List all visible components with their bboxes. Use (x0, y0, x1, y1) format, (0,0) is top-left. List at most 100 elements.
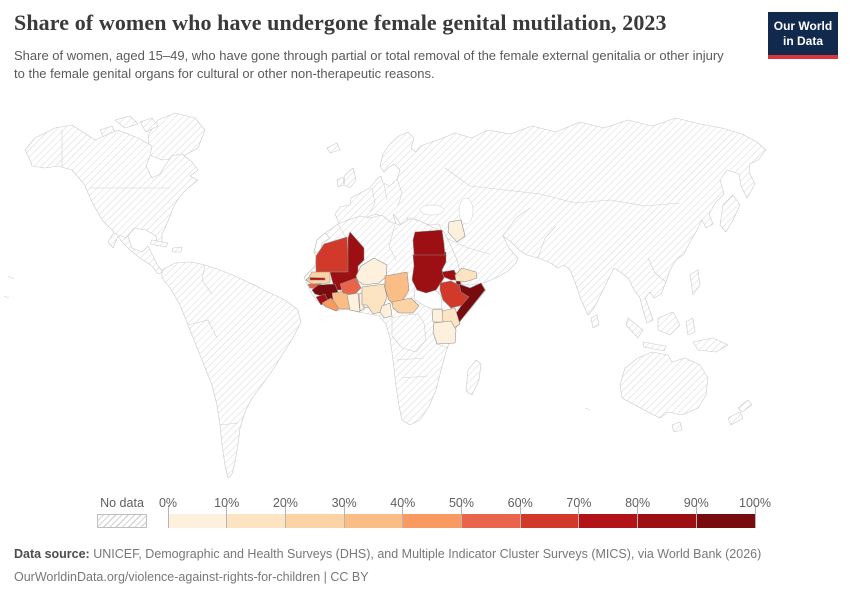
border-europe-1 (369, 187, 376, 213)
landmass-arctic-island-2 (139, 117, 159, 133)
legend-tick-label-60%: 60% (507, 496, 533, 510)
country-yemen[interactable] (454, 267, 478, 283)
link-line[interactable]: OurWorldinData.org/violence-against-righ… (14, 570, 369, 584)
landmass-madagascar (465, 359, 482, 396)
country-ghana[interactable] (346, 292, 361, 313)
legend-color-bar (167, 505, 756, 528)
country-egypt[interactable] (412, 229, 446, 256)
legend-bin-50-60%[interactable] (461, 514, 521, 528)
page-title: Share of women who have undergone female… (14, 10, 667, 35)
landmass-uk (343, 167, 357, 189)
country-uganda[interactable] (431, 308, 444, 323)
landmass-sri-lanka (590, 314, 600, 329)
small-islands-marks (3, 275, 591, 411)
legend-bin-20-30%[interactable] (285, 514, 345, 528)
legend-no-data-label: No data (100, 496, 144, 510)
border-russia-kazakh (444, 167, 541, 195)
border-zimbabwe (401, 375, 429, 379)
legend-bin-80-90%[interactable] (637, 514, 697, 528)
landmass-hispaniola (171, 246, 183, 253)
border-algeria-libya (388, 224, 397, 261)
country-liberia[interactable] (321, 297, 341, 312)
legend-tick-label-80%: 80% (625, 496, 651, 510)
caspian-sea (458, 197, 474, 225)
border-iran (502, 207, 531, 237)
legend-tick-label-0%: 0% (158, 496, 178, 510)
border-south-america-2 (187, 319, 218, 339)
border-indochina (647, 257, 667, 283)
legend-tick-label-70%: 70% (566, 496, 592, 510)
legend-tick (578, 505, 580, 528)
country-burkina-faso[interactable] (339, 277, 362, 296)
border-europe-2 (383, 183, 388, 201)
landmass-arctic-island-1 (114, 115, 139, 129)
landmass-nz-south (727, 411, 744, 426)
landmass-new-guinea (692, 337, 729, 353)
legend-no-data-swatch[interactable] (97, 514, 147, 528)
country-iraq[interactable] (447, 219, 466, 243)
landmass-south-america (161, 261, 302, 479)
legend-tick (461, 505, 462, 528)
legend-tick-label-90%: 90% (683, 496, 709, 510)
landmass-north-america (24, 124, 199, 275)
border-saudi-north (445, 237, 491, 255)
owid-logo[interactable]: Our World in Data (768, 12, 838, 59)
legend-tick (284, 505, 286, 528)
source-text: UNICEF, Demographic and Health Surveys (… (89, 547, 762, 561)
landmass-sumatra (625, 317, 644, 339)
landmass-greenland (147, 112, 206, 161)
legend-bin-30-40%[interactable] (344, 514, 403, 528)
landmass-cuba (149, 239, 169, 248)
legend-tick (402, 505, 404, 528)
source-line: Data source: UNICEF, Demographic and Hea… (14, 543, 761, 566)
border-mozambique-tanzania (436, 343, 449, 349)
country-cameroon[interactable] (379, 302, 393, 319)
landmass-tasmania (671, 421, 683, 433)
chart-footer: Data source: UNICEF, Demographic and Hea… (14, 543, 761, 589)
country-sudan[interactable] (411, 251, 447, 294)
legend-tick (167, 505, 169, 528)
border-us-mexico (113, 228, 135, 239)
legend-tick (226, 505, 228, 528)
country-eritrea[interactable] (441, 269, 460, 281)
legend-tick-label-50%: 50% (448, 496, 475, 510)
landmass-iceland (326, 142, 341, 154)
legend-tick-label-30%: 30% (331, 496, 357, 510)
country-car[interactable] (391, 297, 420, 314)
legend-tick (519, 505, 521, 528)
country-gambia[interactable] (309, 277, 326, 281)
legend-bin-0-10%[interactable] (168, 514, 227, 528)
legend-tick-label-10%: 10% (214, 496, 240, 510)
legend-tick-label-100%: 100% (739, 496, 771, 510)
landmass-ireland (336, 176, 345, 188)
border-pakistan (537, 225, 557, 259)
landmass-borneo (657, 311, 681, 336)
border-mongolia-china (539, 193, 681, 207)
legend-bin-90-100%[interactable] (696, 514, 755, 528)
legend-tick-label-20%: 20% (272, 496, 298, 510)
landmass-japan (719, 194, 741, 233)
legend-bin-10-20%[interactable] (226, 514, 286, 528)
landmass-java (642, 341, 667, 352)
legend-bin-70-80%[interactable] (578, 514, 638, 528)
landmass-nz-north (737, 399, 753, 413)
country-tanzania[interactable] (432, 320, 457, 345)
chart-subtitle: Share of women, aged 15–49, who have gon… (14, 48, 724, 82)
world-map (3, 112, 767, 479)
logo-line2: in Data (782, 34, 823, 48)
country-south-sudan[interactable] (413, 289, 443, 310)
border-south-america-1 (201, 264, 213, 295)
landmass-philippines (689, 269, 701, 296)
legend-tick (695, 505, 697, 528)
border-south-america-3 (219, 422, 239, 426)
legend-tick (754, 505, 756, 528)
legend-bin-40-50%[interactable] (402, 514, 462, 528)
legend-bin-60-70%[interactable] (520, 514, 579, 528)
landmass-sulawesi (685, 317, 696, 336)
black-sea (419, 204, 445, 216)
legend-tick-label-40%: 40% (390, 496, 416, 510)
border-angola-zambia (396, 357, 425, 361)
country-nigeria[interactable] (361, 283, 388, 315)
border-morocco-algeria (337, 223, 347, 239)
legend-tick (637, 505, 639, 528)
